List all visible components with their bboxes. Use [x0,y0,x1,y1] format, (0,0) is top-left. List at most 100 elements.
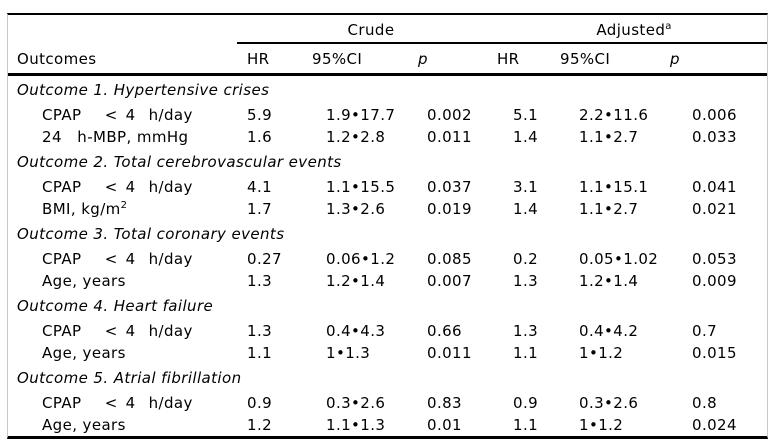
section-title-row: Outcome 3. Total coronary events [8,220,767,248]
predictor-label: Age, years [42,416,126,434]
table-row: CPAP < 4 h/day 0.9 0.3•2.6 0.83 0.9 0.3•… [8,392,767,414]
crude-ci-value: 1.9•17.7 [326,106,396,124]
adjusted-ci-value: 0.3•2.6 [579,394,639,412]
predictor-label: CPAP < 4 h/day [42,394,193,412]
section-title: Outcome 1. Hypertensive crises [17,81,270,99]
crude-p-value: 0.66 [427,322,462,340]
crude-hr-value: 1.3 [247,322,273,340]
model-group-header-row: Crude Adjusteda [8,15,767,44]
adjusted-ci-value: 2.2•11.6 [579,106,649,124]
predictor-label-text: Age, years [42,344,126,362]
group-header-rule [237,42,767,44]
table-row: Age, years 1.2 1.1•1.3 0.01 1.1 1•1.2 0.… [8,414,767,436]
predictor-label-text: CPAP < 4 h/day [42,322,193,340]
crude-ci-value: 1.3•2.6 [326,200,386,218]
adjusted-p-value: 0.8 [692,394,718,412]
predictor-label: BMI, kg/m2 [42,200,127,218]
section-title: Outcome 3. Total coronary events [17,225,285,243]
crude-ci-value: 0.3•2.6 [326,394,386,412]
section-title: Outcome 2. Total cerebrovascular events [17,153,342,171]
table-row: Age, years 1.1 1•1.3 0.011 1.1 1•1.2 0.0… [8,342,767,364]
section-title: Outcome 5. Atrial fibrillation [17,369,242,387]
predictor-label-text: Age, years [42,272,126,290]
predictor-label-text: 24 h-MBP, mmHg [42,128,189,146]
table-row: CPAP < 4 h/day 0.27 0.06•1.2 0.085 0.2 0… [8,248,767,270]
crude-p-value: 0.011 [427,344,472,362]
adjusted-hr-value: 1.4 [513,128,539,146]
table-row: CPAP < 4 h/day 4.1 1.1•15.5 0.037 3.1 1.… [8,176,767,198]
table-row: BMI, kg/m2 1.7 1.3•2.6 0.019 1.4 1.1•2.7… [8,198,767,220]
adjusted-p-value: 0.033 [692,128,737,146]
predictor-label: Age, years [42,344,126,362]
crude-ci-value: 1•1.3 [326,344,371,362]
predictor-label-text: Age, years [42,416,126,434]
predictor-label: CPAP < 4 h/day [42,322,193,340]
adjusted-p-value: 0.024 [692,416,737,434]
table-row: Age, years 1.3 1.2•1.4 0.007 1.3 1.2•1.4… [8,270,767,292]
adjusted-ci-value: 1.1•2.7 [579,128,639,146]
adjusted-hr-value: 1.4 [513,200,539,218]
adjusted-ci-value: 1•1.2 [579,344,624,362]
adjusted-hr-value: 1.1 [513,416,539,434]
adjusted-ci-value: 1.2•1.4 [579,272,639,290]
adjusted-p-value: 0.053 [692,250,737,268]
adjusted-ci-value: 1.1•2.7 [579,200,639,218]
crude-hr-value: 1.7 [247,200,273,218]
predictor-label-text: CPAP < 4 h/day [42,106,193,124]
section-title-row: Outcome 2. Total cerebrovascular events [8,148,767,176]
crude-p-value: 0.037 [427,178,472,196]
crude-ci-value: 1.2•2.8 [326,128,386,146]
predictor-label-text: CPAP < 4 h/day [42,250,193,268]
crude-ci-value: 1.1•15.5 [326,178,396,196]
predictor-label: 24 h-MBP, mmHg [42,128,188,146]
crude-ci-value: 0.06•1.2 [326,250,396,268]
adjusted-p-value: 0.015 [692,344,737,362]
adjusted-hr-value: 3.1 [513,178,539,196]
crude-p-value: 0.019 [427,200,472,218]
crude-hr-value: 0.27 [247,250,282,268]
adjusted-p-column-header: p [670,49,680,68]
section-title-row: Outcome 1. Hypertensive crises [8,76,767,104]
predictor-label: CPAP < 4 h/day [42,178,193,196]
adjusted-p-value: 0.009 [692,272,737,290]
adjusted-ci-column-header: 95%CI [560,49,611,68]
adjusted-hr-value: 1.3 [513,272,539,290]
adjusted-p-value: 0.006 [692,106,737,124]
crude-hr-value: 0.9 [247,394,273,412]
crude-ci-value: 1.1•1.3 [326,416,386,434]
crude-p-value: 0.83 [427,394,462,412]
adjusted-hr-value: 0.9 [513,394,539,412]
crude-ci-value: 0.4•4.3 [326,322,386,340]
crude-ci-column-header: 95%CI [312,49,363,68]
adjusted-p-value: 0.021 [692,200,737,218]
crude-hr-value: 5.9 [247,106,273,124]
adjusted-hr-value: 5.1 [513,106,539,124]
crude-p-value: 0.01 [427,416,462,434]
crude-group-header: Crude [347,20,395,39]
adjusted-ci-value: 1.1•15.1 [579,178,649,196]
crude-hr-value: 1.2 [247,416,273,434]
adjusted-ci-value: 0.4•4.2 [579,322,639,340]
adjusted-hr-column-header: HR [497,49,520,68]
table-row: CPAP < 4 h/day 1.3 0.4•4.3 0.66 1.3 0.4•… [8,320,767,342]
adjusted-footnote-marker: a [665,20,672,32]
section-title-row: Outcome 4. Heart failure [8,292,767,320]
predictor-label: CPAP < 4 h/day [42,106,193,124]
adjusted-label: Adjusted [596,20,666,39]
table-row: CPAP < 4 h/day 5.9 1.9•17.7 0.002 5.1 2.… [8,104,767,126]
crude-p-value: 0.085 [427,250,472,268]
crude-p-column-header: p [418,49,428,68]
crude-ci-value: 1.2•1.4 [326,272,386,290]
crude-hr-value: 4.1 [247,178,273,196]
adjusted-ci-value: 1•1.2 [579,416,624,434]
adjusted-hr-value: 1.1 [513,344,539,362]
crude-p-value: 0.007 [427,272,472,290]
predictor-label-text: BMI, kg/m [42,200,121,218]
predictor-label-text: CPAP < 4 h/day [42,394,193,412]
section-title: Outcome 4. Heart failure [17,297,214,315]
section-title-row: Outcome 5. Atrial fibrillation [8,364,767,392]
adjusted-p-value: 0.041 [692,178,737,196]
crude-hr-value: 1.1 [247,344,273,362]
adjusted-group-header: Adjusteda [596,21,671,39]
table-row: 24 h-MBP, mmHg 1.6 1.2•2.8 0.011 1.4 1.1… [8,126,767,148]
